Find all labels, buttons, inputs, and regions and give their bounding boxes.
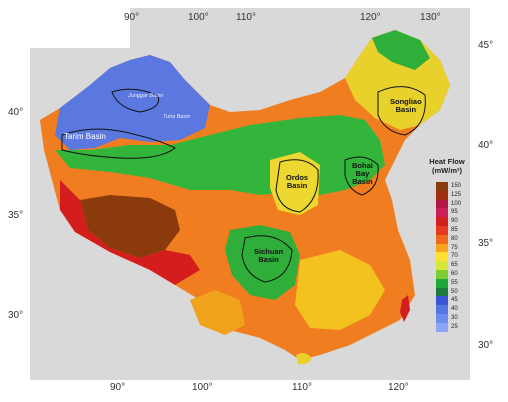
legend-tick-label: 50	[451, 288, 458, 295]
legend-swatch	[436, 261, 448, 270]
lat-label-right: 35°	[478, 238, 494, 249]
bohai-basin-label: Bohai Bay Basin	[352, 161, 373, 186]
ordos-basin-outline	[275, 159, 319, 213]
lat-label-right: 45°	[478, 40, 494, 51]
legend-swatch	[436, 305, 448, 314]
lon-label-bottom: 100°	[192, 382, 213, 393]
legend-tick-label: 85	[451, 226, 458, 233]
northwest-low-flow	[55, 55, 210, 150]
legend-tick-label: 80	[451, 235, 458, 242]
legend-tick-label: 75	[451, 244, 458, 251]
legend-color-bar	[436, 182, 448, 332]
legend-swatch	[436, 225, 448, 235]
sichuan-basin-label: Sichuan Basin	[254, 247, 284, 264]
ordos-basin-label: Ordos Basin	[286, 173, 309, 190]
lat-label-left: 35°	[8, 210, 24, 221]
legend-ticks: 150 125 100 95 90 85 80 75 70 65 60 55 50 45 40 30 25	[451, 182, 461, 332]
junggar-basin-outline	[111, 88, 160, 113]
legend-swatch	[436, 208, 448, 218]
legend-tick-label: 30	[451, 314, 458, 321]
legend-tick-label: 150	[451, 183, 462, 189]
legend-tick-label: 40	[451, 306, 458, 313]
legend-swatch	[436, 322, 448, 332]
junggar-basin-label: Junggar Basin	[128, 93, 164, 99]
songliao-basin-outline	[377, 86, 426, 136]
legend-tick-label: 70	[451, 253, 458, 260]
lon-label-bottom: 90°	[110, 382, 126, 393]
legend-tick-label: 65	[451, 262, 458, 269]
lon-label-top: 130°	[420, 12, 441, 23]
lon-label-bottom: 110°	[292, 382, 312, 393]
lat-label-right: 40°	[478, 140, 494, 151]
lat-label-right: 30°	[478, 340, 494, 351]
turpan-basin-label: Tuha Basin	[163, 114, 191, 120]
tarim-basin-outline	[61, 128, 176, 159]
legend-swatch	[436, 199, 448, 209]
lon-label-bottom: 120°	[388, 382, 409, 393]
legend-swatch	[436, 252, 448, 262]
legend-tick-label: 100	[451, 200, 462, 207]
lat-label-left: 40°	[8, 107, 24, 118]
tibet-high-flow	[80, 195, 180, 258]
legend-tick-label: 90	[451, 218, 458, 225]
sichuan-basin-outline	[241, 235, 293, 283]
legend-tick-label: 55	[451, 279, 458, 286]
legend-swatch	[436, 313, 448, 323]
legend-swatch	[436, 190, 448, 200]
songliao-basin-label: Songliao Basin	[390, 97, 422, 114]
tarim-basin-label: Tarim Basin	[64, 132, 106, 141]
lon-label-top: 120°	[360, 12, 381, 23]
legend-swatch	[436, 278, 448, 288]
lon-label-top: 100°	[188, 12, 209, 23]
legend-tick-label: 60	[451, 270, 458, 277]
taiwan-island	[400, 295, 410, 322]
legend-swatch	[436, 234, 448, 244]
legend-tick-label: 95	[451, 209, 458, 216]
legend-title: Heat Flow (mW/m²)	[429, 157, 465, 175]
legend-swatch	[436, 296, 448, 306]
legend-swatch	[436, 269, 448, 279]
lat-label-left: 30°	[8, 310, 24, 321]
lon-label-top: 110°	[236, 12, 256, 23]
bohai-basin-outline	[344, 156, 379, 196]
legend-swatch	[436, 287, 448, 297]
lon-label-top: 90°	[124, 12, 140, 23]
legend-tick-label: 125	[451, 191, 462, 198]
hainan-island	[296, 353, 312, 365]
legend-swatch	[436, 217, 448, 226]
legend-swatch	[436, 182, 448, 191]
legend-tick-label: 45	[451, 297, 458, 304]
legend-swatch	[436, 243, 448, 253]
legend-tick-label: 25	[451, 323, 458, 330]
